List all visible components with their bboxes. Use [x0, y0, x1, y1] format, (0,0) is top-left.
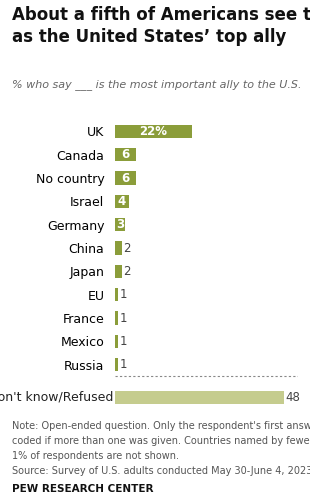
Bar: [115, 390, 284, 404]
Bar: [115, 358, 118, 372]
Text: 2: 2: [123, 265, 131, 278]
Text: 48: 48: [285, 391, 300, 404]
Bar: [115, 311, 118, 325]
Bar: [115, 241, 122, 255]
Text: 22%: 22%: [140, 125, 167, 138]
Text: 1% of respondents are not shown.: 1% of respondents are not shown.: [12, 451, 179, 461]
Text: 6: 6: [121, 148, 129, 161]
Bar: [115, 194, 129, 208]
Text: 1: 1: [120, 312, 127, 324]
Bar: [115, 218, 125, 232]
Bar: [115, 171, 136, 185]
Text: coded if more than one was given. Countries named by fewer than: coded if more than one was given. Countr…: [12, 436, 310, 446]
Text: % who say ___ is the most important ally to the U.S.: % who say ___ is the most important ally…: [12, 79, 302, 90]
Text: 1: 1: [120, 358, 127, 371]
Bar: [115, 334, 118, 348]
Text: 3: 3: [116, 218, 124, 231]
Text: 1: 1: [120, 335, 127, 348]
Bar: [115, 148, 136, 162]
Bar: [115, 124, 192, 138]
Text: 6: 6: [121, 172, 129, 184]
Text: 4: 4: [117, 195, 126, 208]
Text: 2: 2: [123, 242, 131, 254]
Text: PEW RESEARCH CENTER: PEW RESEARCH CENTER: [12, 484, 154, 494]
Text: 1: 1: [120, 288, 127, 301]
Text: Note: Open-ended question. Only the respondent's first answer was: Note: Open-ended question. Only the resp…: [12, 421, 310, 431]
Bar: [115, 288, 118, 302]
Text: Don't know/Refused: Don't know/Refused: [0, 391, 113, 404]
Text: Source: Survey of U.S. adults conducted May 30-June 4, 2023.: Source: Survey of U.S. adults conducted …: [12, 466, 310, 476]
Text: About a fifth of Americans see the UK
as the United States’ top ally: About a fifth of Americans see the UK as…: [12, 6, 310, 46]
Bar: [115, 264, 122, 278]
